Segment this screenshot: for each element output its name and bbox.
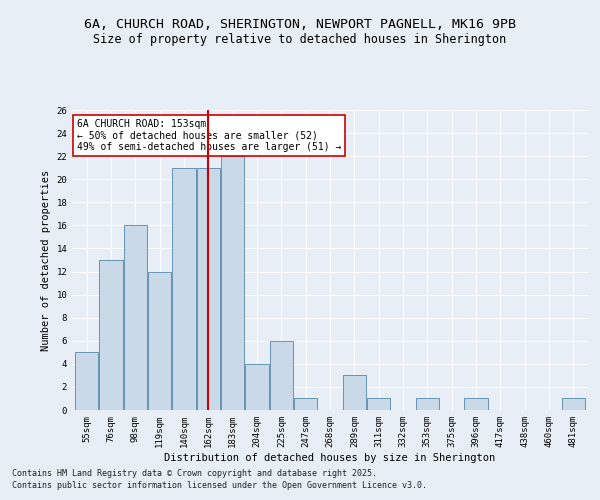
Bar (270, 341, 293, 410)
Bar (197, 168, 220, 410)
Text: Size of property relative to detached houses in Sherington: Size of property relative to detached ho… (94, 32, 506, 46)
X-axis label: Distribution of detached houses by size in Sherington: Distribution of detached houses by size … (164, 452, 496, 462)
Bar (464, 398, 488, 410)
Bar (172, 168, 196, 410)
Bar (221, 156, 244, 410)
Bar (416, 398, 439, 410)
Bar (100, 260, 122, 410)
Bar (294, 398, 317, 410)
Bar (75, 352, 98, 410)
Text: Contains HM Land Registry data © Crown copyright and database right 2025.: Contains HM Land Registry data © Crown c… (12, 468, 377, 477)
Bar (148, 272, 171, 410)
Y-axis label: Number of detached properties: Number of detached properties (41, 170, 51, 350)
Text: 6A, CHURCH ROAD, SHERINGTON, NEWPORT PAGNELL, MK16 9PB: 6A, CHURCH ROAD, SHERINGTON, NEWPORT PAG… (84, 18, 516, 30)
Bar (245, 364, 269, 410)
Bar (562, 398, 585, 410)
Bar (367, 398, 390, 410)
Text: 6A CHURCH ROAD: 153sqm
← 50% of detached houses are smaller (52)
49% of semi-det: 6A CHURCH ROAD: 153sqm ← 50% of detached… (77, 119, 341, 152)
Bar (124, 226, 147, 410)
Text: Contains public sector information licensed under the Open Government Licence v3: Contains public sector information licen… (12, 481, 427, 490)
Bar (343, 376, 366, 410)
